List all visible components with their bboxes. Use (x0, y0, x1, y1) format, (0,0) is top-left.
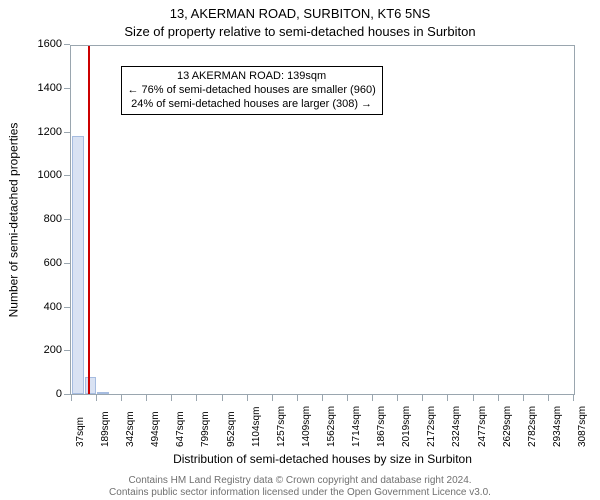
x-tick-label: 1714sqm (351, 406, 362, 447)
x-tick-mark (121, 395, 122, 401)
y-tick-label: 400 (24, 301, 62, 313)
y-tick-label: 1400 (24, 82, 62, 94)
x-tick-label: 2324sqm (451, 406, 462, 447)
x-tick-label: 1409sqm (301, 406, 312, 447)
x-tick-mark (422, 395, 423, 401)
x-tick-mark (222, 395, 223, 401)
annotation-line-3: 24% of semi-detached houses are larger (… (128, 98, 376, 112)
y-tick-label: 1000 (24, 169, 62, 181)
attribution-line-2: Contains public sector information licen… (0, 487, 600, 499)
y-tick-label: 1600 (24, 38, 62, 50)
attribution-line-1: Contains HM Land Registry data © Crown c… (0, 475, 600, 487)
x-tick-mark (322, 395, 323, 401)
x-tick-label: 2477sqm (477, 406, 488, 447)
x-tick-mark (397, 395, 398, 401)
y-axis-label-wrap: Number of semi-detached properties (5, 45, 21, 395)
chart-title-line1: 13, AKERMAN ROAD, SURBITON, KT6 5NS (0, 6, 600, 21)
x-tick-label: 189sqm (100, 411, 111, 447)
x-axis-label: Distribution of semi-detached houses by … (70, 452, 575, 466)
y-tick-label: 1200 (24, 126, 62, 138)
x-tick-mark (372, 395, 373, 401)
x-tick-mark (523, 395, 524, 401)
x-tick-mark (297, 395, 298, 401)
x-tick-mark (347, 395, 348, 401)
x-tick-mark (247, 395, 248, 401)
x-tick-label: 799sqm (200, 411, 211, 447)
x-tick-mark (196, 395, 197, 401)
y-axis-label: Number of semi-detached properties (6, 123, 20, 318)
x-tick-label: 952sqm (226, 411, 237, 447)
x-tick-label: 647sqm (175, 411, 186, 447)
annotation-line-2: ← 76% of semi-detached houses are smalle… (128, 84, 376, 98)
x-tick-label: 2934sqm (552, 406, 563, 447)
x-tick-mark (272, 395, 273, 401)
x-tick-label: 2629sqm (502, 406, 513, 447)
x-tick-label: 494sqm (150, 411, 161, 447)
x-tick-mark (473, 395, 474, 401)
y-tick-label: 200 (24, 344, 62, 356)
x-tick-label: 37sqm (75, 417, 86, 447)
x-tick-label: 1562sqm (326, 406, 337, 447)
x-tick-mark (171, 395, 172, 401)
histogram-bar (85, 377, 97, 395)
x-tick-mark (447, 395, 448, 401)
x-tick-mark (146, 395, 147, 401)
x-tick-label: 3087sqm (577, 406, 588, 447)
y-tick-label: 0 (24, 388, 62, 400)
x-tick-mark (498, 395, 499, 401)
x-tick-label: 2019sqm (401, 406, 412, 447)
y-tick-label: 800 (24, 213, 62, 225)
x-tick-label: 1867sqm (376, 406, 387, 447)
x-tick-label: 1257sqm (276, 406, 287, 447)
y-tick-label: 600 (24, 257, 62, 269)
x-tick-label: 342sqm (125, 411, 136, 447)
x-tick-label: 2782sqm (527, 406, 538, 447)
reference-line (88, 46, 90, 394)
annotation-box: 13 AKERMAN ROAD: 139sqm ← 76% of semi-de… (121, 66, 383, 115)
chart-title-line2: Size of property relative to semi-detach… (0, 24, 600, 39)
histogram-bar (97, 392, 109, 394)
x-tick-mark (573, 395, 574, 401)
x-tick-label: 1104sqm (251, 407, 262, 447)
x-tick-mark (71, 395, 72, 401)
annotation-line-1: 13 AKERMAN ROAD: 139sqm (128, 70, 376, 84)
x-tick-label: 2172sqm (426, 406, 437, 447)
x-tick-mark (548, 395, 549, 401)
histogram-bar (72, 136, 84, 394)
x-tick-mark (96, 395, 97, 401)
attribution: Contains HM Land Registry data © Crown c… (0, 475, 600, 498)
chart-container: 13, AKERMAN ROAD, SURBITON, KT6 5NS Size… (0, 0, 600, 500)
